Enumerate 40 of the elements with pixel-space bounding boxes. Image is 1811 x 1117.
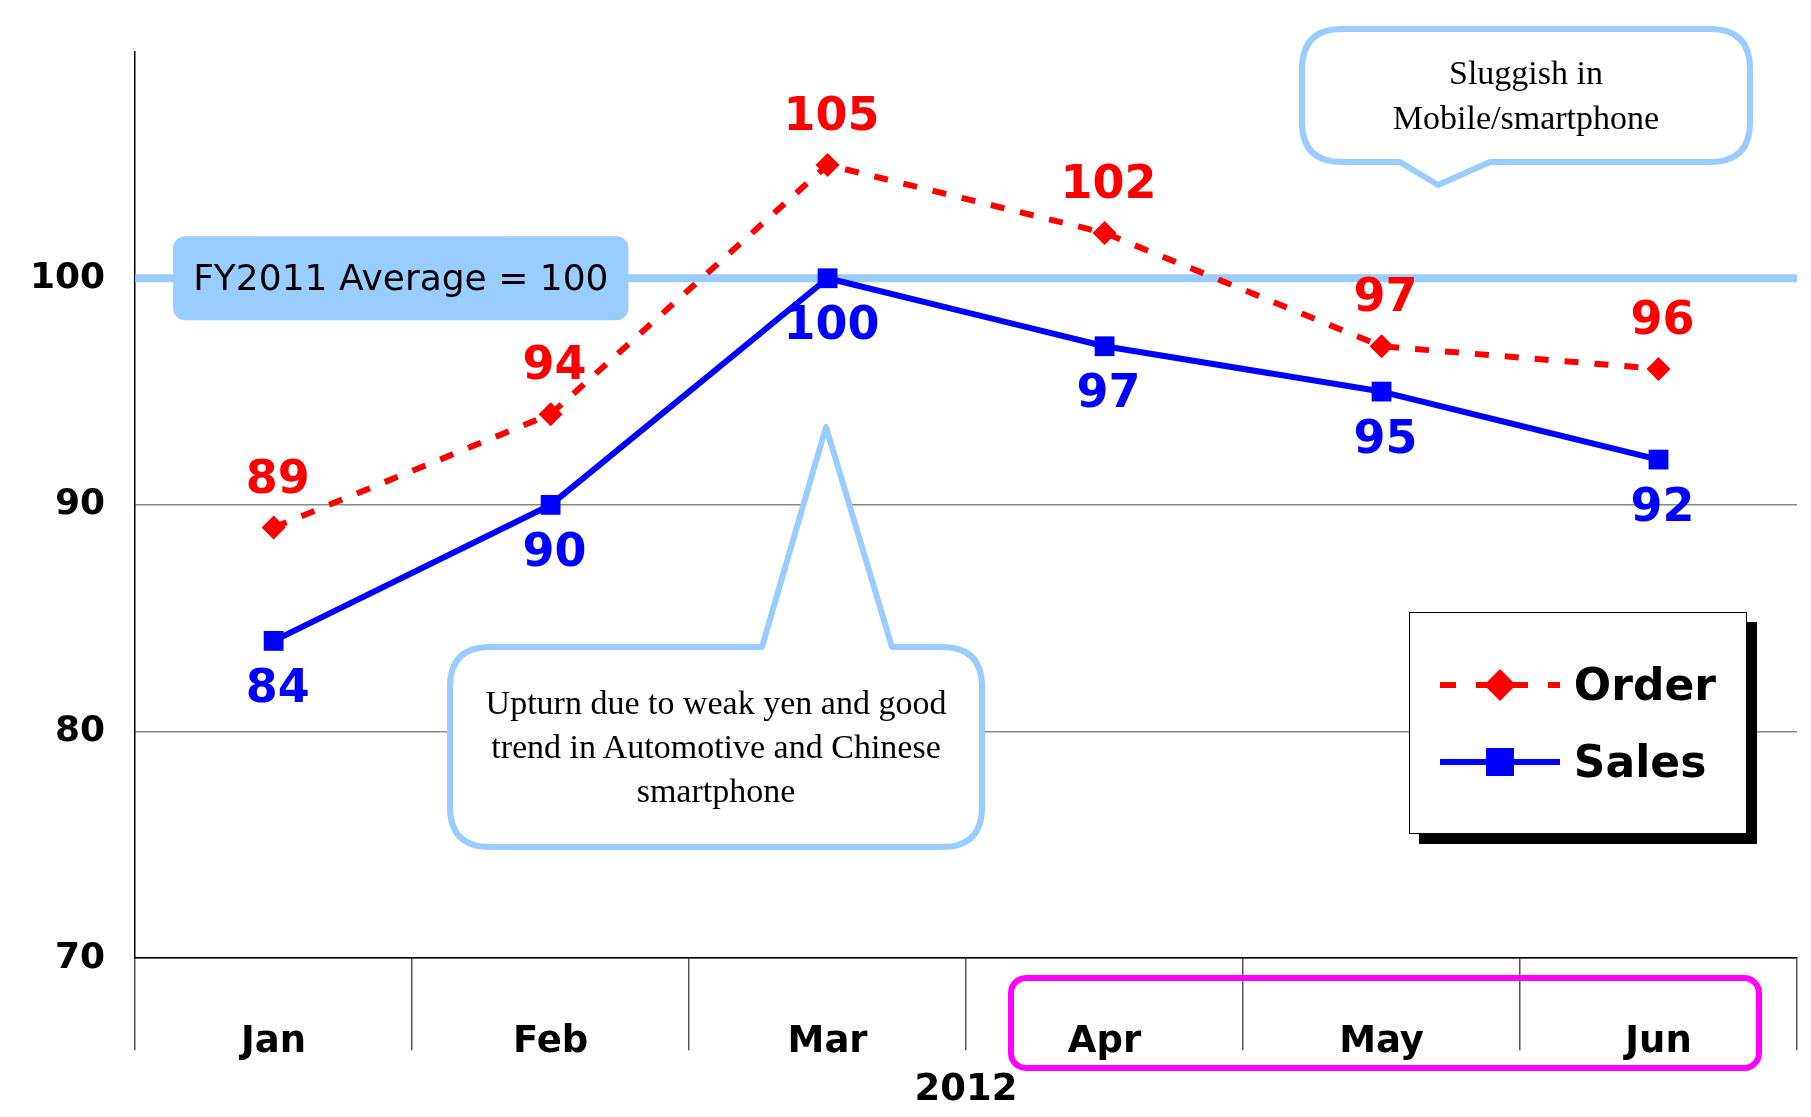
point [815, 152, 840, 177]
data-label: 95 [1353, 409, 1418, 464]
data-label: 94 [522, 336, 587, 391]
data-label: 84 [245, 658, 310, 713]
legend-label: Order [1573, 659, 1716, 710]
data-label: 97 [1076, 364, 1141, 419]
point [1094, 336, 1115, 357]
y-tick-label: 70 [55, 934, 106, 976]
x-tick-label: May [1339, 1018, 1424, 1062]
point [1646, 356, 1671, 381]
x-axis-title: 2012 [914, 1066, 1018, 1110]
annotation: Upturn due to weak yen and good trend in Automotive and Chinese smartphone [484, 682, 948, 812]
point [263, 630, 284, 651]
point [1648, 449, 1669, 470]
x-tick-label: Jan [238, 1018, 307, 1062]
data-label: 96 [1630, 290, 1695, 345]
x-tick-label: Mar [787, 1018, 869, 1062]
x-tick-label: Feb [512, 1018, 589, 1062]
point [538, 402, 563, 427]
point [1371, 381, 1392, 402]
legend-label: Sales [1573, 736, 1707, 787]
y-tick-label: 80 [55, 707, 106, 749]
x-tick-label: Apr [1067, 1018, 1142, 1062]
y-tick-label: 90 [55, 481, 106, 523]
point [1369, 334, 1394, 359]
data-label: 90 [522, 522, 587, 577]
point [261, 515, 286, 540]
ref-line-label: FY2011 Average = 100 [193, 256, 609, 298]
data-label: 92 [1630, 477, 1695, 532]
annotation: Sluggish in Mobile/smartphone [1391, 53, 1661, 138]
y-tick-label: 100 [29, 254, 106, 296]
data-label: 97 [1353, 268, 1418, 323]
data-label: 89 [245, 449, 310, 504]
data-label: 105 [783, 86, 880, 141]
point [1092, 220, 1117, 245]
data-label: 102 [1060, 154, 1157, 209]
x-tick-label: Jun [1622, 1018, 1692, 1062]
point [540, 495, 561, 515]
data-label: 100 [783, 296, 880, 351]
point [817, 268, 838, 289]
